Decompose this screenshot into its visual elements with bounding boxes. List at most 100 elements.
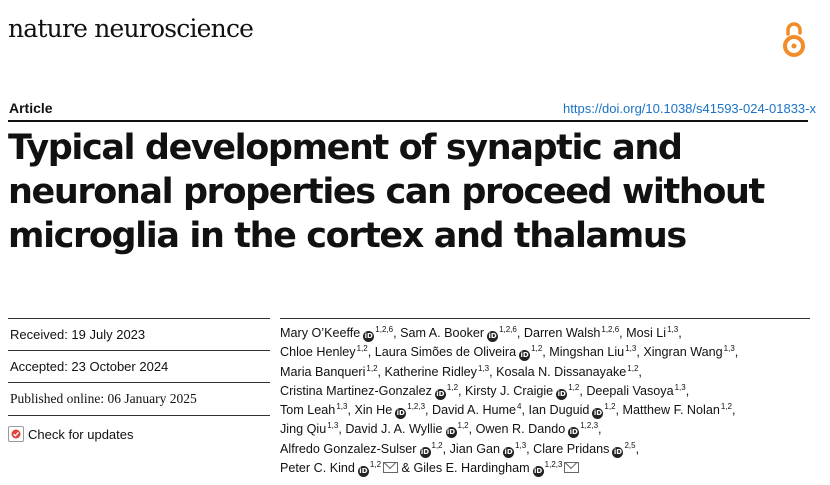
- orcid-icon[interactable]: iD: [556, 388, 568, 400]
- author-line: Alfredo Gonzalez-Sulser iD1,2, Jian Gan iD…: [280, 440, 640, 458]
- author-name[interactable]: Cristina Martinez-Gonzalez: [280, 383, 432, 398]
- author-name[interactable]: Jing Qiu: [280, 422, 327, 437]
- author-line: Maria Banqueri1,2, Katherine Ridley1,3, …: [280, 363, 642, 379]
- author-affiliation: 1,2: [446, 382, 459, 392]
- divider: [8, 382, 270, 383]
- author: David J. A. Wyllie iD1,2: [345, 421, 469, 439]
- author-affiliation: 1,3: [336, 402, 348, 412]
- orcid-icon[interactable]: iD: [612, 446, 624, 458]
- orcid-icon[interactable]: iD: [519, 350, 531, 362]
- orcid-icon[interactable]: iD: [419, 446, 431, 458]
- orcid-icon[interactable]: iD: [568, 427, 580, 439]
- author-name[interactable]: Kirsty J. Craigie: [465, 383, 554, 398]
- crossmark-icon: [8, 426, 24, 442]
- doi-link[interactable]: https://doi.org/10.1038/s41593-024-01833…: [563, 101, 816, 116]
- author-name[interactable]: Clare Pridans: [533, 441, 610, 456]
- author-affiliation: 1,3: [625, 344, 637, 354]
- author: Owen R. Dando iD1,2,3: [475, 422, 598, 439]
- author: Mingshan Liu1,3: [549, 344, 637, 360]
- author-name[interactable]: Katherine Ridley: [384, 364, 477, 379]
- author: Chloe Henley1,2: [280, 344, 368, 360]
- author: Clare Pridans iD2,5: [533, 440, 636, 458]
- author-affiliation: 1,2,3: [544, 460, 563, 470]
- divider: [280, 318, 810, 319]
- author-name[interactable]: Owen R. Dando: [475, 422, 566, 437]
- author-affiliation: 1,2,6: [375, 325, 394, 334]
- title-line: microglia in the cortex and thalamus: [8, 216, 687, 256]
- author-affiliation: 1,2: [720, 402, 732, 412]
- author-name[interactable]: Maria Banqueri: [280, 364, 366, 379]
- author-name[interactable]: Sam A. Booker: [400, 326, 485, 340]
- author-affiliation: 1,2: [366, 363, 378, 373]
- author: Darren Walsh1,2,6: [523, 325, 620, 341]
- author-affiliation: 1,2: [356, 344, 368, 354]
- header-divider: [8, 120, 808, 122]
- author-name[interactable]: Mingshan Liu: [549, 345, 625, 360]
- author: Tom Leah1,3: [280, 402, 348, 418]
- author-affiliation: 1,3: [674, 382, 686, 392]
- author: Mosi Li1,3: [626, 326, 678, 341]
- author-name[interactable]: Matthew F. Nolan: [622, 403, 720, 418]
- author-affiliation: 1,2: [431, 440, 443, 450]
- author-line: Peter C. Kind iD1,2 & Giles E. Hardingham…: [280, 459, 810, 478]
- author-name[interactable]: Peter C. Kind: [280, 461, 355, 476]
- author-block: Mary O’Keeffe iD1,2,6, Sam A. Booker iD1,2…: [280, 318, 810, 478]
- received-date: Received: 19 July 2023: [10, 327, 146, 342]
- author-line: Mary O’Keeffe iD1,2,6, Sam A. Booker iD1,2…: [280, 325, 682, 342]
- journal-name[interactable]: nature neuroscience: [8, 14, 254, 43]
- author-affiliation: 1,2,6: [499, 325, 517, 334]
- author-affiliation: 1,2: [627, 363, 639, 373]
- author-name[interactable]: Kosala N. Dissanayake: [496, 364, 627, 379]
- author: Deepali Vasoya1,3: [586, 382, 686, 398]
- divider: [8, 415, 270, 416]
- author-affiliation: 1,2,6: [601, 325, 620, 334]
- author-affiliation: 1,3: [723, 344, 735, 354]
- author-name[interactable]: Giles E. Hardingham: [413, 461, 530, 476]
- title-line: Typical development of synaptic and: [8, 128, 683, 168]
- author-name[interactable]: Mary O’Keeffe: [280, 326, 361, 340]
- author-name[interactable]: Chloe Henley: [280, 345, 356, 360]
- orcid-icon[interactable]: iD: [487, 331, 499, 342]
- author: Cristina Martinez-Gonzalez iD1,2: [280, 382, 459, 400]
- orcid-icon[interactable]: iD: [592, 408, 604, 420]
- article-title: Typical development of synaptic and neur…: [8, 126, 818, 258]
- author-name[interactable]: David J. A. Wyllie: [345, 422, 443, 437]
- orcid-icon[interactable]: iD: [395, 408, 407, 420]
- author-line: Cristina Martinez-Gonzalez iD1,2, Kirsty …: [280, 382, 690, 400]
- author: Kosala N. Dissanayake1,2: [496, 363, 639, 379]
- author-name[interactable]: David A. Hume: [432, 403, 517, 418]
- author-name[interactable]: Jian Gan: [449, 441, 501, 456]
- orcid-icon[interactable]: iD: [357, 466, 369, 478]
- author: Jian Gan iD1,3: [449, 441, 526, 458]
- author-affiliation: 1,3: [477, 363, 490, 373]
- author: Mary O’Keeffe iD1,2,6: [280, 325, 394, 342]
- check-for-updates-label: Check for updates: [28, 426, 134, 442]
- author-name[interactable]: Deepali Vasoya: [586, 383, 674, 398]
- orcid-icon[interactable]: iD: [503, 446, 515, 458]
- author-affiliation: 1,2: [568, 382, 580, 392]
- author-name[interactable]: Ian Duguid: [528, 403, 590, 418]
- orcid-icon[interactable]: iD: [532, 466, 544, 478]
- orcid-icon[interactable]: iD: [434, 388, 446, 400]
- author: Laura Simões de Oliveira iD1,2: [374, 345, 542, 362]
- author-name[interactable]: Alfredo Gonzalez-Sulser: [280, 441, 417, 456]
- author-name[interactable]: Mosi Li: [626, 326, 667, 340]
- mail-icon[interactable]: [383, 462, 399, 474]
- author-name[interactable]: Tom Leah: [280, 403, 336, 418]
- author: David A. Hume4: [432, 403, 521, 418]
- author-affiliation: 1,2: [457, 421, 469, 431]
- author-affiliation: 1,2,3: [407, 402, 426, 412]
- author: Katherine Ridley1,3: [384, 363, 490, 379]
- orcid-icon[interactable]: iD: [363, 331, 375, 342]
- author-affiliation: 1,2: [604, 402, 616, 412]
- author-name[interactable]: Darren Walsh: [523, 326, 601, 340]
- author: Maria Banqueri1,2: [280, 363, 378, 379]
- check-for-updates-button[interactable]: Check for updates: [8, 426, 134, 442]
- author-name[interactable]: Laura Simões de Oliveira: [374, 345, 517, 360]
- orcid-icon[interactable]: iD: [445, 427, 457, 439]
- author-name[interactable]: Xingran Wang: [643, 345, 723, 360]
- mail-icon[interactable]: [564, 462, 580, 474]
- author-affiliation: 1,3: [327, 421, 339, 431]
- author-name[interactable]: Xin He: [354, 403, 393, 418]
- author-affiliation: 2,5: [624, 440, 636, 450]
